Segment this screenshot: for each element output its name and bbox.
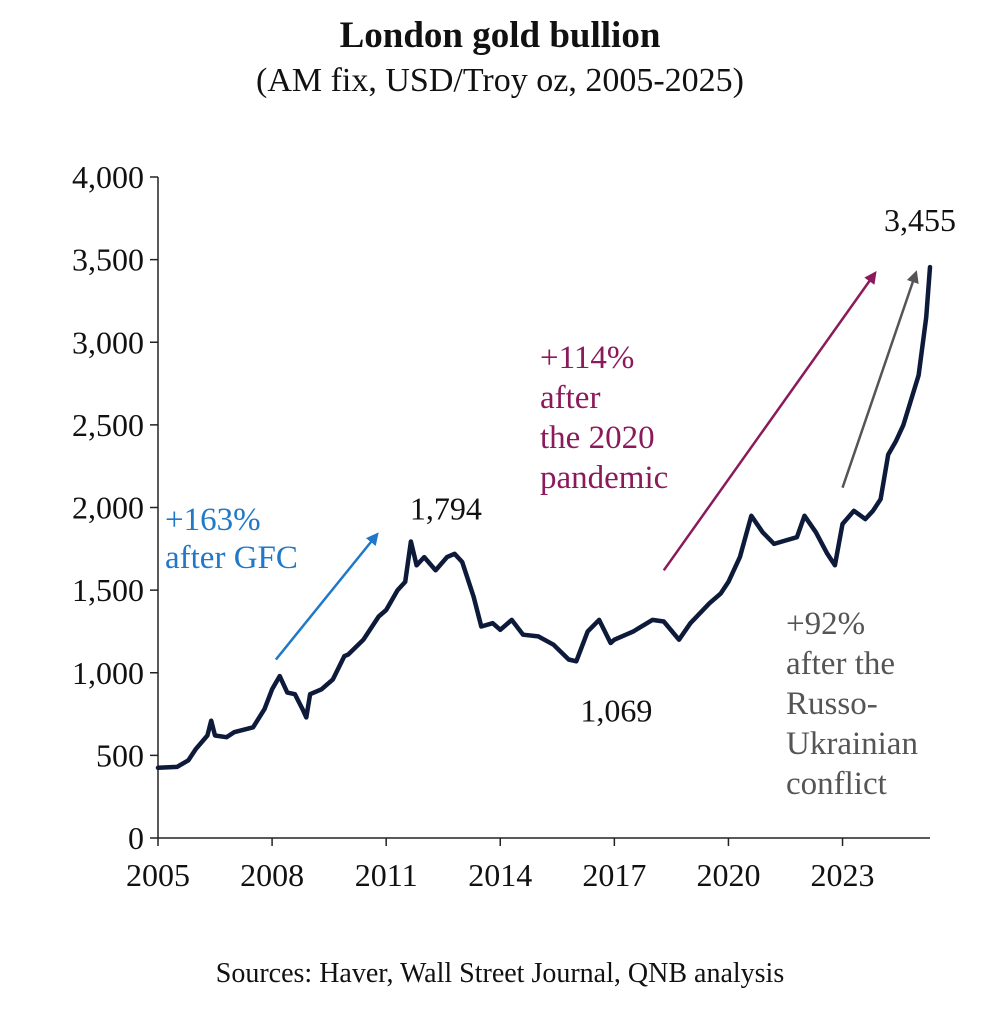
annotation-line: after the <box>786 646 895 682</box>
y-tick-label: 2,000 <box>72 490 144 526</box>
annotation-line: Russo- <box>786 686 878 722</box>
annotation-texts: +163% after GFC +114% after the 2020 pandemic… <box>165 340 918 802</box>
x-tick-label: 2017 <box>582 857 646 893</box>
annotation-line: +114% <box>540 340 634 376</box>
x-tick-label: 2011 <box>355 857 418 893</box>
gold-price-line <box>155 264 933 771</box>
data-label: 1,069 <box>580 692 652 728</box>
y-tick-label: 3,500 <box>72 242 144 278</box>
y-tick-label: 1,000 <box>72 655 144 691</box>
annotation-arrow <box>662 271 877 572</box>
data-labels: 1,794 1,069 3,455 <box>410 202 956 728</box>
annotation-arrows <box>274 270 919 661</box>
y-tick-label: 0 <box>128 820 144 856</box>
y-tick-label: 1,500 <box>72 572 144 608</box>
x-tick-label: 2020 <box>696 857 760 893</box>
annotation-text: +163% after GFC <box>165 502 298 576</box>
annotation-text: +114% after the 2020 pandemic <box>540 340 668 496</box>
annotation-arrow <box>274 532 379 661</box>
axes: 0 500 1,000 1,500 2,000 2,500 3,000 3,500 4,000 2… <box>72 159 930 893</box>
x-tick-label: 2008 <box>240 857 304 893</box>
annotation-line: after GFC <box>165 540 298 576</box>
y-tick-label: 4,000 <box>72 159 144 195</box>
annotation-line: conflict <box>786 766 887 802</box>
annotation-line: +92% <box>786 606 865 642</box>
x-tick-label: 2005 <box>126 857 190 893</box>
data-label: 1,794 <box>410 491 482 527</box>
chart-title: London gold bullion <box>339 15 661 56</box>
annotation-line: +163% <box>165 502 261 538</box>
data-label: 3,455 <box>884 202 956 238</box>
annotation-line: the 2020 <box>540 420 655 456</box>
y-tick-label: 2,500 <box>72 407 144 443</box>
annotation-line: after <box>540 380 600 416</box>
x-tick-label: 2023 <box>811 857 875 893</box>
annotation-line: Ukrainian <box>786 726 918 762</box>
x-tick-label: 2014 <box>468 857 532 893</box>
series-group <box>155 264 933 771</box>
y-tick-label: 500 <box>96 737 144 773</box>
chart-subtitle: (AM fix, USD/Troy oz, 2005-2025) <box>256 62 744 99</box>
annotation-line: pandemic <box>540 460 668 496</box>
annotation-text: +92% after the Russo- Ukrainian conflict <box>786 606 918 802</box>
y-tick-label: 3,000 <box>72 324 144 360</box>
chart-source: Sources: Haver, Wall Street Journal, QNB… <box>215 958 785 989</box>
annotation-arrow <box>841 270 919 489</box>
